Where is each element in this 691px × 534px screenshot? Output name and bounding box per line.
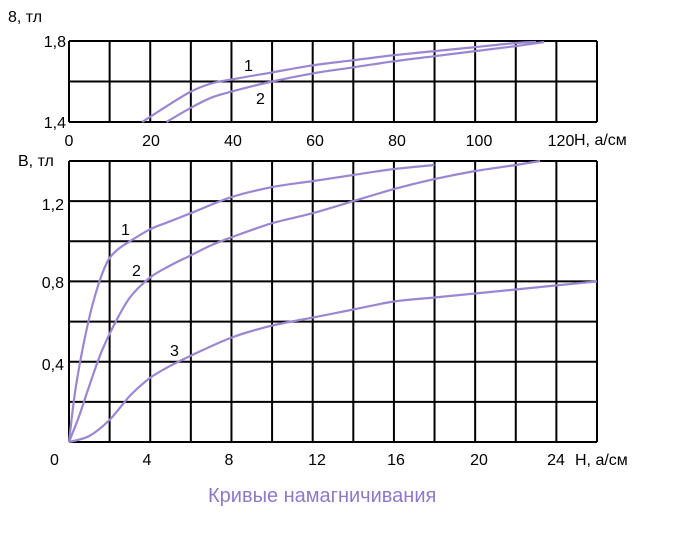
top-y-axis-label: 8, тл [8,9,42,26]
top-curve-1 [141,40,537,123]
top-x-tick-label: 40 [224,133,242,150]
top-curve-label-1: 1 [244,58,253,75]
bottom-y-tick-label: 0,8 [42,275,64,292]
figure-caption: Кривые намагничивания [208,485,436,507]
top-x-tick-label: 100 [466,133,493,150]
bottom-chart: В, тл 0 4 8 12 16 20 240,40,81,2 1 2 3 Н, а/см [18,153,628,469]
top-y-tick-label: 1,8 [44,34,66,51]
bottom-curve-label-2: 2 [132,263,141,280]
top-grid [68,40,598,123]
bottom-tick-labels: 0 4 8 12 16 20 240,40,81,2 [42,197,565,469]
bottom-x-axis-label: Н, а/см [575,452,628,469]
top-x-tick-label: 120 [548,133,575,150]
bottom-y-tick-label: 1,2 [42,197,64,214]
bottom-x-tick-label: 4 [143,452,152,469]
top-x-tick-label: 20 [142,133,160,150]
bottom-x-tick-label: 24 [547,452,565,469]
bottom-grid [68,160,598,443]
bottom-curve-2 [67,159,541,443]
top-tick-labels: 0 20 40 60 80 100 120 1,8 1,4 [44,34,575,150]
top-x-tick-label: 0 [65,133,74,150]
top-x-axis-label: Н, а/см [574,132,627,149]
bottom-curve-3 [68,280,598,444]
top-curve-2 [165,40,545,123]
top-chart: 8, тл 0 20 40 60 80 100 120 1,8 1,4 1 2 Н, а/см [8,9,627,150]
bottom-curve-labels: 1 2 3 [121,222,179,360]
top-curves [141,40,545,123]
bottom-x-tick-label: 20 [470,452,488,469]
top-x-tick-label: 80 [388,133,406,150]
bottom-curves [67,159,598,444]
bottom-x-tick-label: 8 [225,452,234,469]
bottom-curve-label-3: 3 [170,343,179,360]
bottom-curve-1 [67,163,435,443]
bottom-y-axis-label: В, тл [18,153,54,170]
bottom-y-tick-label: 0,4 [42,357,64,374]
bottom-x-tick-label: 0 [50,452,59,469]
top-curve-labels: 1 2 [244,58,265,108]
bottom-x-tick-label: 12 [308,452,326,469]
top-curve-label-2: 2 [256,91,265,108]
bottom-x-tick-label: 16 [387,452,405,469]
bottom-curve-label-1: 1 [121,222,130,239]
top-x-tick-label: 60 [306,133,324,150]
top-y-tick-label: 1,4 [44,115,66,132]
